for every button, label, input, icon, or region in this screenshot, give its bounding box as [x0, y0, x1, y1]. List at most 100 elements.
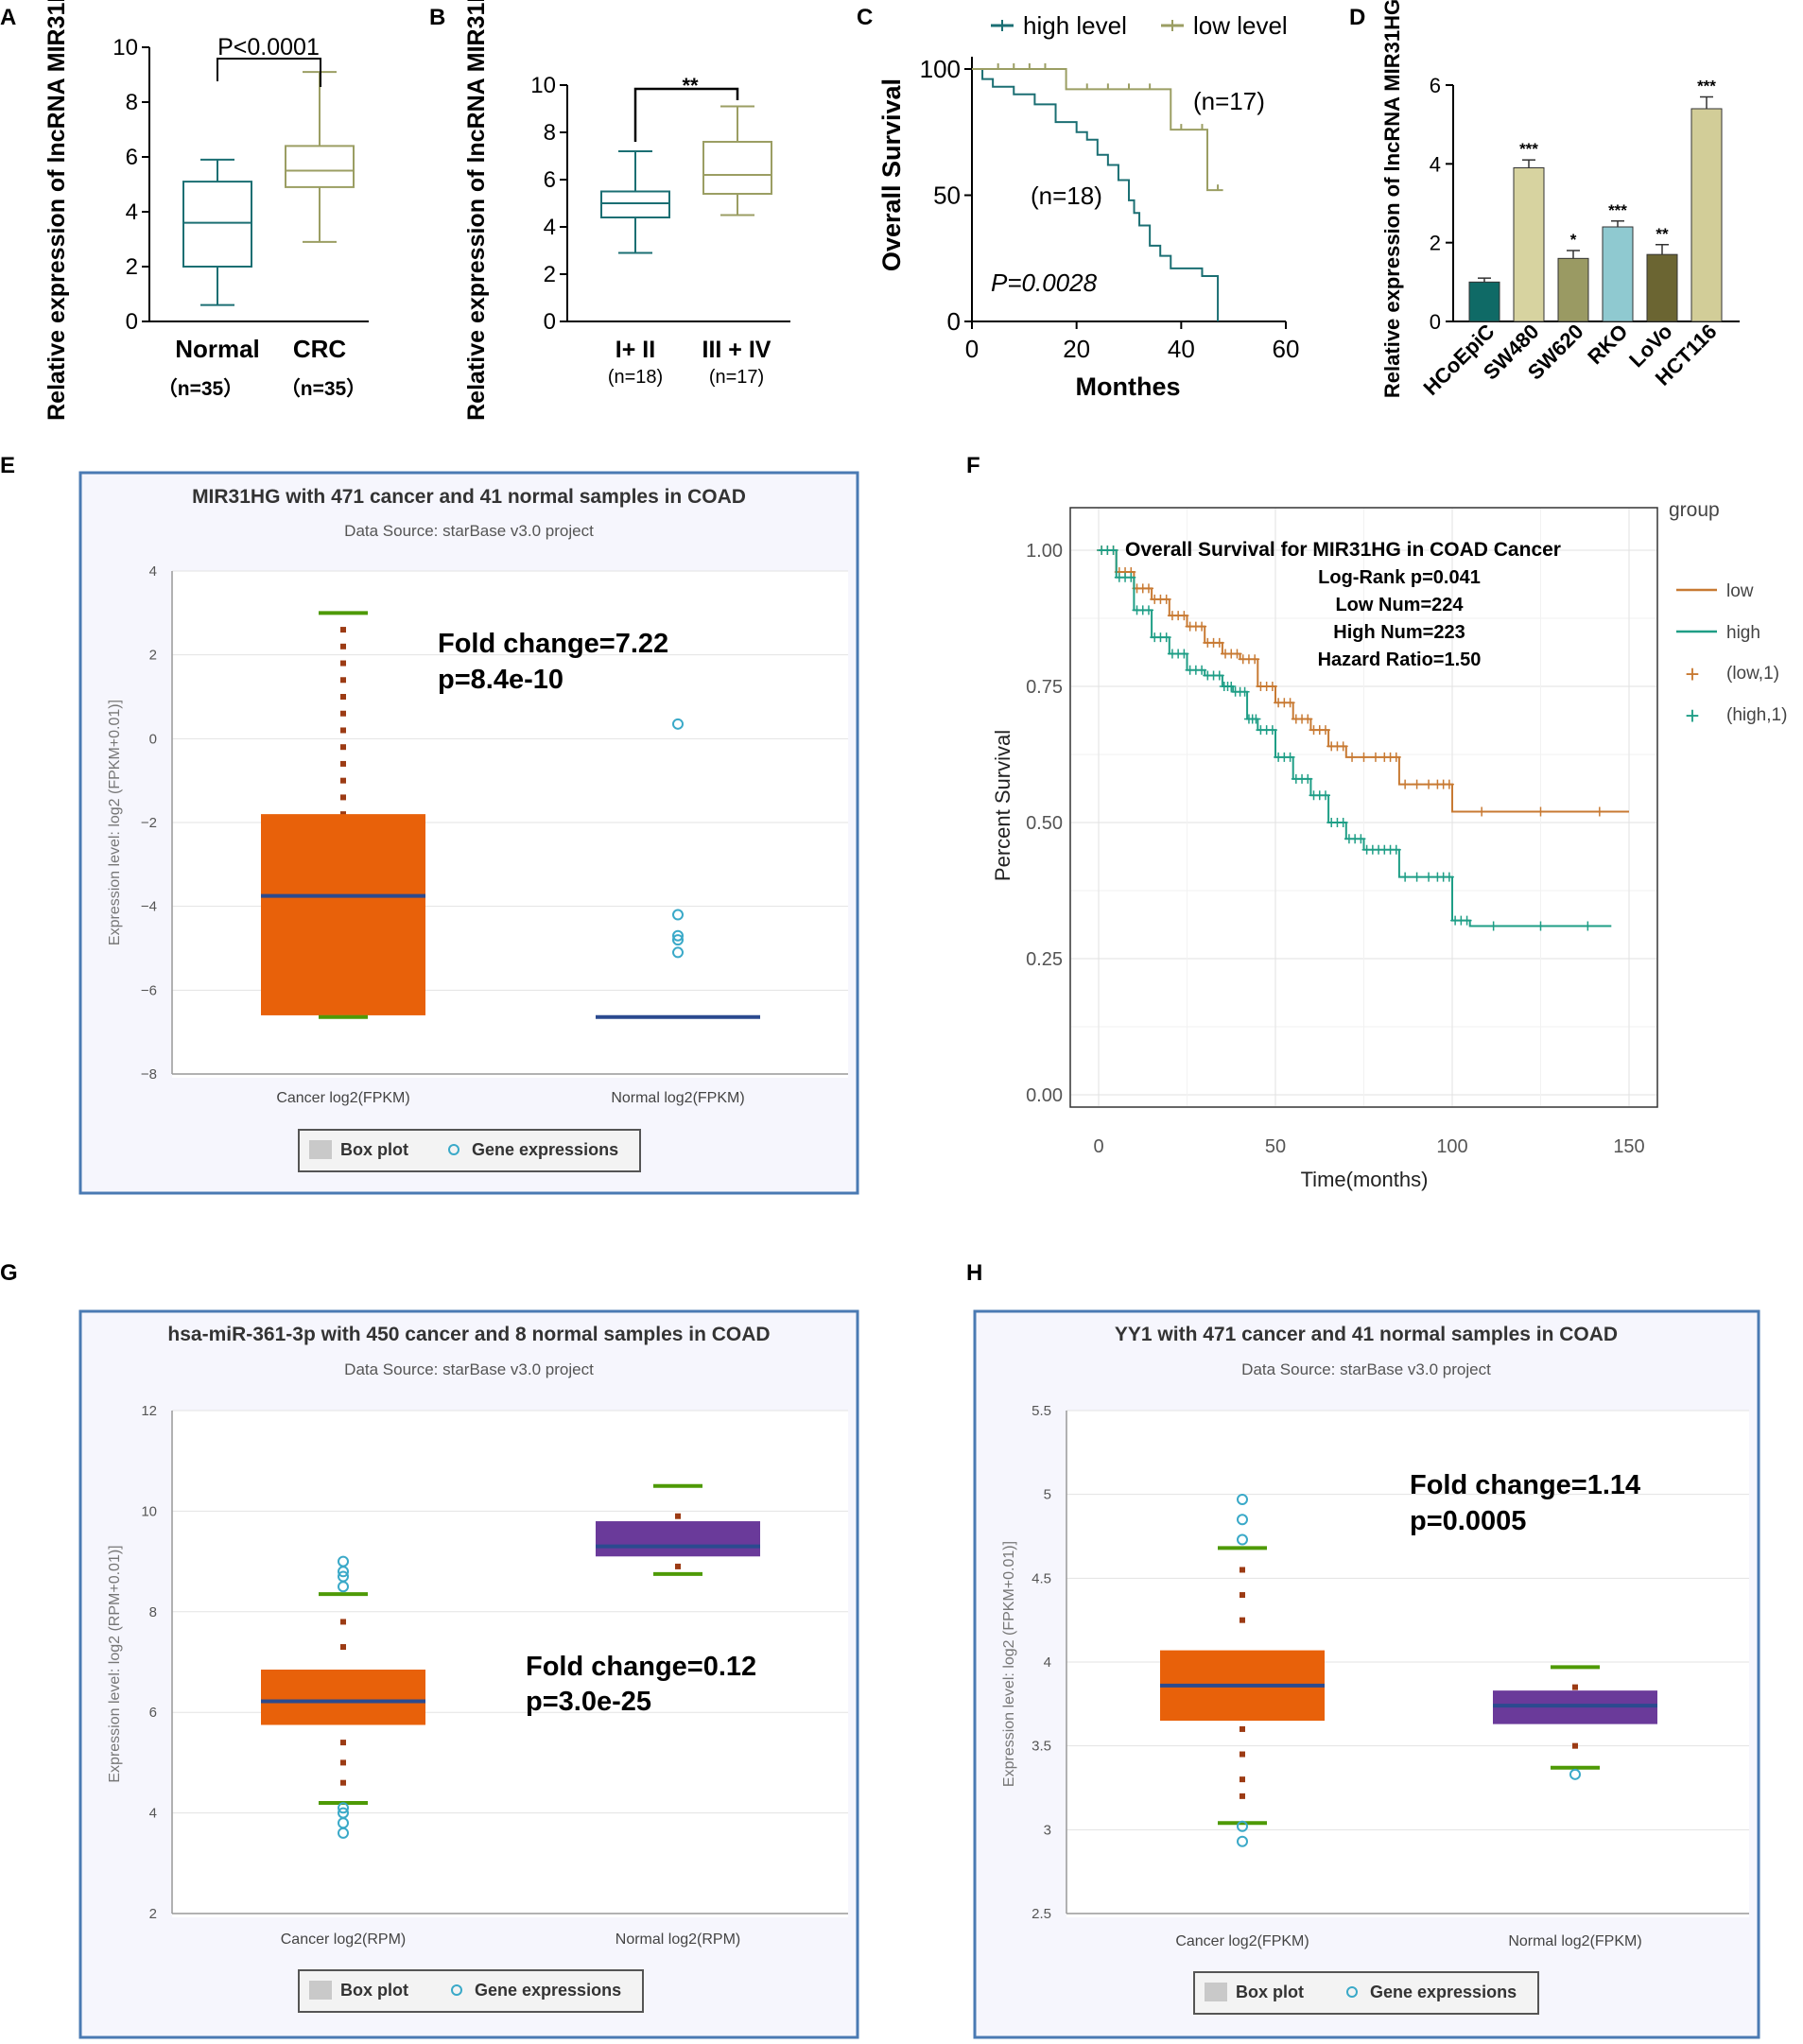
panel-e-title: MIR31HG with 471 cancer and 41 normal sa… [192, 486, 746, 508]
panel-h-starbase-boxplot: YY1 with 471 cancer and 41 normal sample… [973, 1309, 1760, 2039]
whisker-point [340, 727, 346, 734]
panel-f-legend-cross-high: + [1685, 702, 1699, 730]
whisker-point [1240, 1793, 1245, 1799]
panel-f-legend-low: low [1726, 581, 1754, 601]
category-label: RKO [1583, 320, 1632, 369]
panel-h-category-label: Normal log2(FPKM) [1508, 1933, 1641, 1949]
panel-a-ylabel: Relative expression of lncRNA MIR31HG [43, 0, 70, 421]
panel-letter-e: E [0, 453, 15, 478]
whisker-point [340, 660, 346, 667]
panel-c-xlabel: Monthes [1076, 372, 1181, 401]
y-tick-label: 100 [920, 55, 961, 83]
panel-g-subtitle: Data Source: starBase v3.0 project [344, 1360, 594, 1378]
panel-g-p-value: p=3.0e-25 [526, 1687, 651, 1717]
panel-e-legend-box: Box plot [340, 1140, 408, 1159]
bar [1646, 253, 1678, 322]
censor-mark [1424, 872, 1434, 882]
y-tick-label: 2 [1430, 232, 1441, 255]
panel-h-legend-frame [1193, 1971, 1539, 2015]
y-tick-label: 8 [149, 1604, 157, 1620]
censor-mark [1214, 637, 1224, 648]
panel-letter-a: A [0, 5, 16, 30]
y-tick-label: 4 [544, 215, 556, 240]
whisker-point [340, 1619, 346, 1625]
y-tick-label: 2 [544, 262, 556, 287]
outlier-point [672, 718, 684, 730]
whisker-point [1240, 1567, 1245, 1573]
panel-f-legend-censor-high: (high,1) [1726, 705, 1787, 725]
censor-mark [1161, 594, 1171, 604]
panel-e-subtitle: Data Source: starBase v3.0 project [344, 522, 594, 540]
whisker-point [340, 777, 346, 784]
y-tick-label: 2 [149, 648, 157, 664]
x-tick-label: 0 [965, 335, 979, 363]
box [182, 181, 252, 268]
censor-mark [1477, 806, 1487, 817]
censor-mark [1232, 649, 1242, 659]
panel-e-legend-frame [298, 1129, 641, 1172]
y-tick-label: 3.5 [1032, 1739, 1051, 1755]
x-tick-label: 100 [1436, 1136, 1467, 1157]
panel-h-legend-box-swatch [1205, 1983, 1227, 2001]
panel-letter-g: G [0, 1260, 18, 1286]
y-tick-label: 0 [544, 309, 556, 335]
y-tick-label: −4 [141, 899, 157, 915]
panel-e-ylabel: Expression level: log2 (FPKM+0.01)] [107, 700, 123, 945]
panel-a-n-label: （n=35） [281, 377, 366, 400]
y-tick-label: 0.75 [1026, 677, 1063, 698]
outlier-point [338, 1802, 349, 1814]
outlier-point [1237, 1820, 1248, 1832]
panel-f-xlabel: Time(months) [1301, 1168, 1429, 1191]
panel-c-legend-high: high level [1023, 11, 1127, 40]
censor-mark [1143, 605, 1153, 615]
y-tick-label: 6 [1430, 74, 1441, 97]
y-tick-label: 0 [126, 309, 138, 335]
box [261, 1669, 425, 1725]
censor-mark [1338, 741, 1348, 752]
censor-mark [1179, 649, 1189, 659]
y-tick-label: 8 [544, 120, 556, 146]
whisker-point [340, 1740, 346, 1746]
significance-stars: ** [1656, 225, 1669, 243]
whisker-point [340, 744, 346, 751]
outlier-point [338, 1807, 349, 1819]
whisker-point [1240, 1617, 1245, 1623]
panel-g-legend-dot [451, 1984, 462, 1996]
panel-a-boxplot: Relative expression of lncRNA MIR31HG 0 2… [43, 0, 369, 421]
censor-mark [1594, 806, 1604, 817]
censor-mark [1370, 752, 1380, 762]
whisker-point [1240, 1592, 1245, 1599]
y-tick-label: 6 [149, 1705, 157, 1721]
outlier-point [672, 909, 684, 921]
panel-e-fold-change: Fold change=7.22 [438, 629, 668, 659]
censor-mark [1391, 752, 1401, 762]
censor-mark [1535, 921, 1546, 931]
panel-g-fold-change: Fold change=0.12 [526, 1652, 756, 1682]
censor-mark [1240, 686, 1250, 697]
x-tick-label: 20 [1063, 335, 1090, 363]
y-tick-label: 4.5 [1032, 1570, 1051, 1586]
survival-curve [972, 68, 1223, 192]
panel-f-legend-cross-low: + [1685, 660, 1699, 688]
censor-mark [1444, 779, 1454, 789]
panel-b-category-label: III + IV [702, 337, 771, 363]
y-tick-label: 8 [126, 90, 138, 115]
panel-g-title: hsa-miR-361-3p with 450 cancer and 8 nor… [167, 1324, 770, 1345]
y-tick-label: 10 [530, 73, 556, 98]
censor-mark [1391, 844, 1401, 855]
panel-a-significance-bracket [217, 58, 321, 87]
panel-c-ylabel: Overall Survival [877, 78, 906, 271]
panel-a-n-label: （n=35） [158, 377, 243, 400]
panel-e-category-label: Cancer log2(FPKM) [276, 1090, 409, 1106]
whisker-point [1240, 1776, 1245, 1783]
x-tick-label: 60 [1273, 335, 1300, 363]
censor-mark [1108, 546, 1118, 555]
panel-g-plot-area [172, 1411, 848, 1917]
panel-b-n-label: (n=18) [608, 367, 663, 388]
y-tick-label: −2 [141, 815, 157, 831]
whisker-point [1572, 1684, 1578, 1690]
panel-e-legend-dot [448, 1144, 459, 1155]
panel-c-n-high: (n=18) [1031, 182, 1102, 210]
panel-d-ylabel: Relative expression of lncRNA MIR31HG [1380, 0, 1404, 398]
panel-h-legend-dot [1346, 1986, 1358, 1998]
